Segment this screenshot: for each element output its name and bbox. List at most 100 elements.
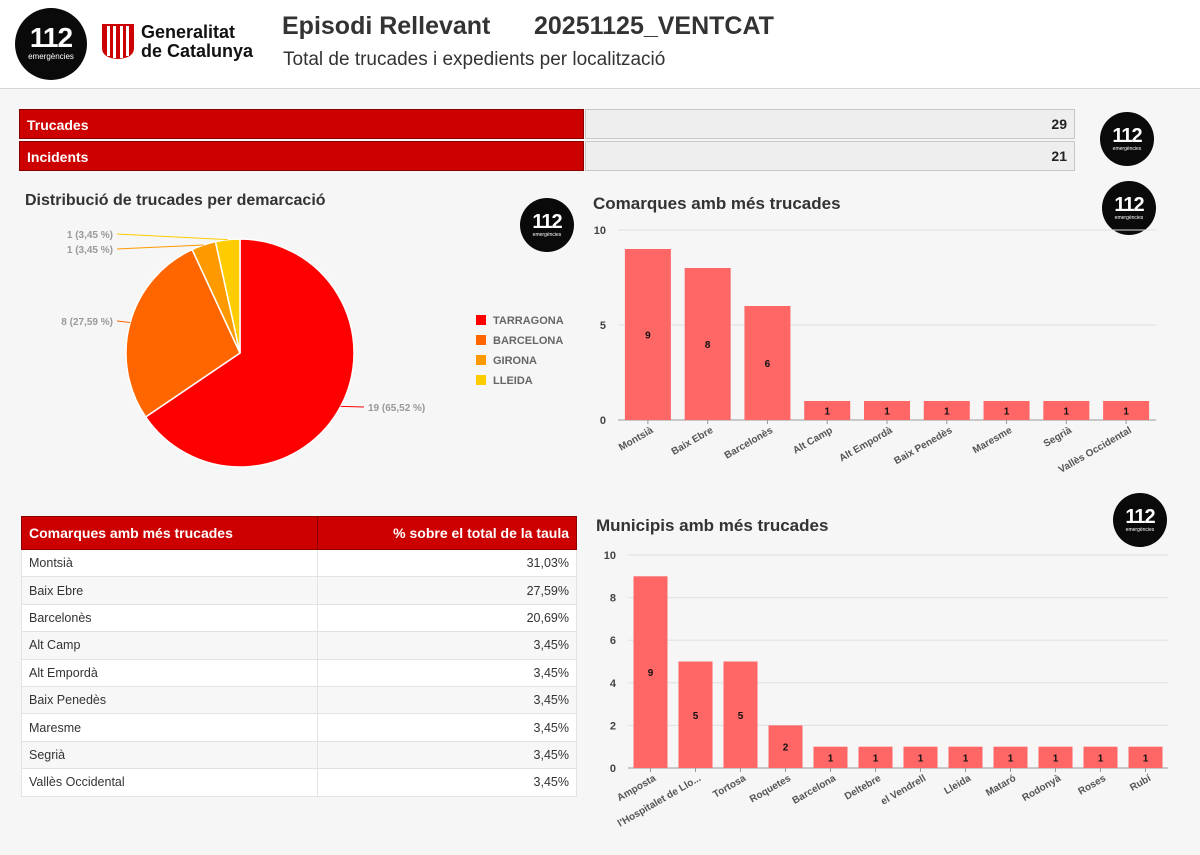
- bar-value-label: 5: [693, 711, 699, 722]
- 112-logo-small: 112 emergències: [1113, 493, 1167, 547]
- table-cell: 3,45%: [317, 768, 577, 797]
- x-tick-label: Mataró: [984, 773, 1018, 799]
- bar-value-label: 1: [1064, 407, 1070, 418]
- legend-label: GIRONA: [493, 355, 537, 367]
- bar: [744, 306, 791, 420]
- stat-row-incidents: Incidents 21: [19, 141, 1075, 171]
- bar-value-label: 6: [765, 359, 771, 370]
- x-tick-label: Baix Ebre: [670, 425, 716, 458]
- bar: [903, 746, 938, 768]
- table-cell: 3,45%: [317, 631, 577, 660]
- pie-data-label: 19 (65,52 %): [368, 403, 425, 414]
- table-row: Baix Penedès 3,45%: [20, 685, 577, 715]
- bar: [1103, 401, 1150, 420]
- bar: [948, 746, 983, 768]
- legend-swatch: [476, 375, 486, 385]
- table-row: Alt Empordà 3,45%: [20, 658, 577, 687]
- stat-label: Incidents: [19, 141, 584, 171]
- pie-chart-title: Distribució de trucades per demarcació: [25, 192, 326, 209]
- y-tick-label: 10: [604, 550, 616, 562]
- bar-chart-comarques-title: Comarques amb més trucades: [593, 194, 841, 213]
- bar-value-label: 1: [824, 407, 830, 418]
- x-tick-label: Barcelona: [791, 773, 839, 807]
- bar: [804, 401, 851, 420]
- y-tick-label: 2: [610, 720, 616, 732]
- table-row: Barcelonès 20,69%: [20, 603, 577, 633]
- bar: [633, 576, 668, 768]
- table-cell: 27,59%: [317, 576, 577, 605]
- bar-value-label: 1: [1143, 753, 1149, 764]
- y-tick-label: 10: [594, 225, 606, 237]
- bar: [678, 661, 713, 768]
- legend-label: TARRAGONA: [493, 315, 564, 327]
- legend-swatch: [476, 355, 486, 365]
- y-tick-label: 6: [610, 635, 616, 647]
- table-row: Alt Camp 3,45%: [20, 631, 577, 660]
- table-cell: 3,45%: [317, 713, 577, 742]
- legend-label: BARCELONA: [493, 335, 563, 347]
- bar-value-label: 1: [1123, 407, 1129, 418]
- bar-value-label: 8: [705, 340, 711, 351]
- comarques-table: Comarques amb més trucades % sobre el to…: [20, 516, 577, 797]
- pie-connector: [116, 244, 204, 250]
- table-cell: 3,45%: [317, 658, 577, 687]
- table-row: Vallès Occidental 3,45%: [20, 768, 577, 797]
- table-cell: 3,45%: [317, 740, 577, 770]
- bar: [624, 249, 671, 420]
- table-cell: Segrià: [20, 740, 319, 770]
- generalitat-shield-icon: [102, 24, 134, 59]
- bar: [813, 746, 848, 768]
- bar: [983, 401, 1030, 420]
- bar: [858, 746, 893, 768]
- bar: [1128, 746, 1163, 768]
- table-cell: Barcelonès: [20, 603, 319, 633]
- bar-value-label: 5: [738, 711, 744, 722]
- 112-logo-number: 112: [1125, 506, 1155, 528]
- x-tick-label: Alt Camp: [791, 425, 835, 456]
- generalitat-wordmark: Generalitat de Catalunya: [141, 23, 253, 61]
- gov-logo-line2: de Catalunya: [141, 41, 254, 61]
- y-tick-label: 5: [600, 320, 606, 332]
- bar: [864, 401, 910, 420]
- legend-swatch: [476, 335, 486, 345]
- pie-connector: [340, 405, 365, 408]
- table-cell: Alt Empordà: [20, 658, 319, 687]
- table-cell: Vallès Occidental: [20, 768, 319, 797]
- 112-logo-number: 112: [532, 211, 562, 233]
- stat-value: 21: [585, 141, 1075, 171]
- pie-data-label: 1 (3,45 %): [67, 245, 113, 256]
- table-row: Montsià 31,03%: [20, 548, 577, 578]
- page-title: Episodi Rellevant: [282, 12, 491, 40]
- bar: [1043, 401, 1090, 420]
- 112-logo-number: 112: [1114, 194, 1144, 216]
- bar-value-label: 1: [963, 753, 969, 764]
- 112-logo-caption: emergències: [28, 52, 74, 61]
- table-cell: Baix Penedès: [20, 685, 319, 715]
- bar-chart-comarques: 0 5 10 9 Montsià 8 Baix Ebre 6 Barcelonès 1 Alt Ca…: [594, 225, 1156, 476]
- 112-logo-small: 112 emergències: [520, 198, 574, 252]
- bar-value-label: 1: [1098, 753, 1104, 764]
- x-tick-label: Alt Empordà: [838, 425, 895, 464]
- bar-value-label: 1: [873, 753, 879, 764]
- bar-value-label: 1: [1004, 407, 1010, 418]
- x-tick-label: Segrià: [1042, 425, 1074, 450]
- pie-data-label: 8 (27,59 %): [61, 317, 113, 328]
- stat-row-trucades: Trucades 29: [19, 109, 1075, 139]
- table-cell: 31,03%: [317, 548, 577, 578]
- bar-value-label: 1: [828, 753, 834, 764]
- x-tick-label: Deltebre: [843, 773, 884, 803]
- x-tick-label: Roses: [1077, 773, 1109, 798]
- bar-chart-municipis-title: Municipis amb més trucades: [596, 516, 829, 535]
- page-header: 112 emergències Generalitat de Catalunya…: [0, 0, 1200, 89]
- bar: [1083, 746, 1118, 768]
- page-subtitle: Total de trucades i expedients per local…: [283, 49, 666, 70]
- 112-logo-caption: emergències: [1112, 146, 1142, 152]
- x-tick-label: Barcelonès: [723, 425, 776, 462]
- 112-logo-number: 112: [29, 22, 73, 53]
- bar: [1038, 746, 1073, 768]
- y-tick-label: 8: [610, 593, 616, 605]
- bar-value-label: 1: [918, 753, 924, 764]
- episode-code: 20251125_VENTCAT: [534, 12, 774, 40]
- pie-connector: [116, 320, 131, 323]
